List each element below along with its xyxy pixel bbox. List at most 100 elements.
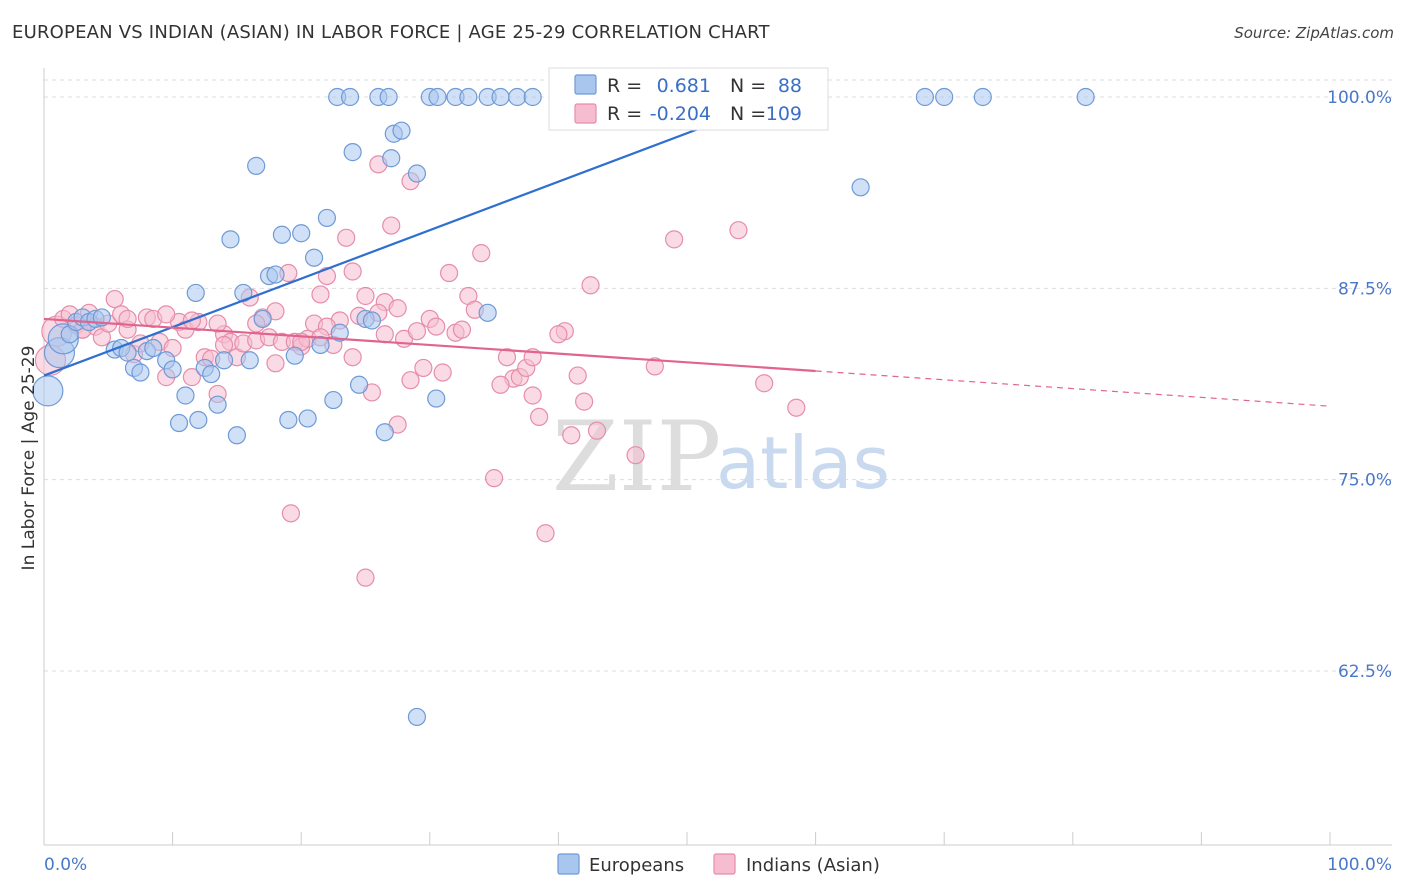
indians-point (568, 366, 587, 385)
indians-point (665, 230, 684, 249)
legend-r-value-indians: -0.204 (650, 103, 711, 125)
indians-point (491, 375, 510, 394)
europeans-point (392, 121, 411, 140)
europeans-point (379, 87, 398, 107)
indians-point (645, 357, 664, 376)
indians-point (549, 325, 568, 344)
europeans-point (186, 283, 205, 303)
source-label: Source: ZipAtlas.com (1234, 24, 1394, 42)
legend-swatch-europeans (574, 74, 597, 95)
europeans-point (851, 178, 870, 197)
europeans-point (324, 390, 343, 410)
legend-n-value-europeans: 88 (778, 75, 802, 97)
europeans-point (427, 389, 446, 408)
europeans-point (266, 265, 285, 284)
indians-point (414, 358, 433, 378)
y-tick-label: 62.5% (1338, 662, 1392, 682)
indians-point (214, 335, 234, 355)
bottom-legend-swatch-indians (713, 853, 736, 875)
europeans-point (317, 208, 337, 228)
europeans-point (221, 230, 240, 249)
grid-lines (44, 79, 1392, 672)
europeans-point (131, 363, 150, 382)
indians-point (382, 216, 401, 235)
indians-point (337, 228, 356, 247)
europeans-point (32, 375, 64, 407)
legend-r-label-indians: R = (607, 103, 642, 125)
trend-lines (43, 83, 1331, 407)
europeans-point (311, 335, 330, 355)
axes (43, 68, 1392, 846)
indians-point (485, 469, 504, 488)
legend-swatch-indians (574, 103, 597, 124)
europeans-point (478, 303, 497, 322)
x-tick-label-max: 100.0% (1327, 855, 1392, 875)
europeans-point (382, 149, 401, 168)
indians-point (562, 426, 581, 445)
indians-point (439, 263, 459, 283)
europeans-point (973, 87, 992, 107)
europeans-point (240, 351, 259, 370)
chart-title: EUROPEAN VS INDIAN (ASIAN) IN LABOR FORC… (12, 22, 770, 43)
indians-point (281, 504, 301, 523)
bottom-legend-swatch-europeans (557, 853, 580, 875)
bottom-legend: Europeans Indians (Asian) (557, 853, 880, 876)
europeans-point (253, 309, 272, 329)
europeans-point (163, 360, 182, 379)
indians-point (407, 322, 427, 341)
indians-point (343, 348, 362, 367)
europeans-point (407, 707, 427, 727)
europeans-point (247, 156, 266, 175)
indians-point (157, 305, 176, 324)
legend-n-label-europeans: N = (730, 75, 766, 97)
europeans-point (915, 87, 935, 107)
indians-point (587, 421, 607, 440)
indians-point (266, 354, 285, 373)
indians-point (581, 276, 600, 295)
europeans-point (202, 364, 221, 384)
europeans-point (292, 224, 311, 243)
indians-point (626, 446, 645, 465)
bottom-legend-label-indians: Indians (Asian) (746, 855, 880, 876)
indians-point (530, 407, 549, 427)
indians-point (401, 371, 420, 390)
indians-point (356, 286, 375, 306)
europeans-point (491, 87, 510, 107)
indians-point (472, 244, 491, 263)
europeans-point (508, 87, 527, 107)
indians-point (427, 317, 446, 336)
y-axis-label: In Labor Force | Age 25-29 (19, 346, 39, 571)
indians-point (575, 392, 594, 411)
indians-point (311, 285, 330, 304)
europeans-point (285, 346, 304, 365)
y-tick-label: 100.0% (1327, 88, 1392, 108)
europeans-point (1076, 87, 1095, 107)
series-indians-points (34, 155, 806, 587)
europeans-point (523, 87, 542, 107)
europeans-point (298, 409, 317, 428)
europeans-point (304, 248, 324, 267)
europeans-point (375, 423, 394, 442)
europeans-point (340, 87, 360, 107)
y-tick-labels: 62.5% 75.0% 87.5% 100.0% (1327, 88, 1392, 682)
europeans-point (362, 311, 382, 330)
watermark-atlas: atlas (716, 421, 890, 505)
indians-point (343, 262, 362, 281)
europeans-point (459, 87, 478, 107)
legend-n-value-indians: 109 (766, 103, 802, 125)
europeans-point (272, 225, 292, 244)
indians-point (787, 398, 806, 417)
x-tick-marks (172, 832, 1331, 845)
europeans-point (144, 338, 163, 358)
europeans-point (343, 143, 362, 162)
europeans-point (208, 395, 227, 414)
indians-point (375, 325, 394, 344)
legend-n-label-indians: N = (730, 103, 766, 125)
indians-point (182, 368, 201, 387)
watermark: ZIP atlas (552, 401, 890, 513)
europeans-point (407, 164, 427, 183)
europeans-point (349, 375, 369, 394)
europeans-point (169, 413, 189, 433)
y-tick-label: 87.5% (1338, 279, 1392, 299)
